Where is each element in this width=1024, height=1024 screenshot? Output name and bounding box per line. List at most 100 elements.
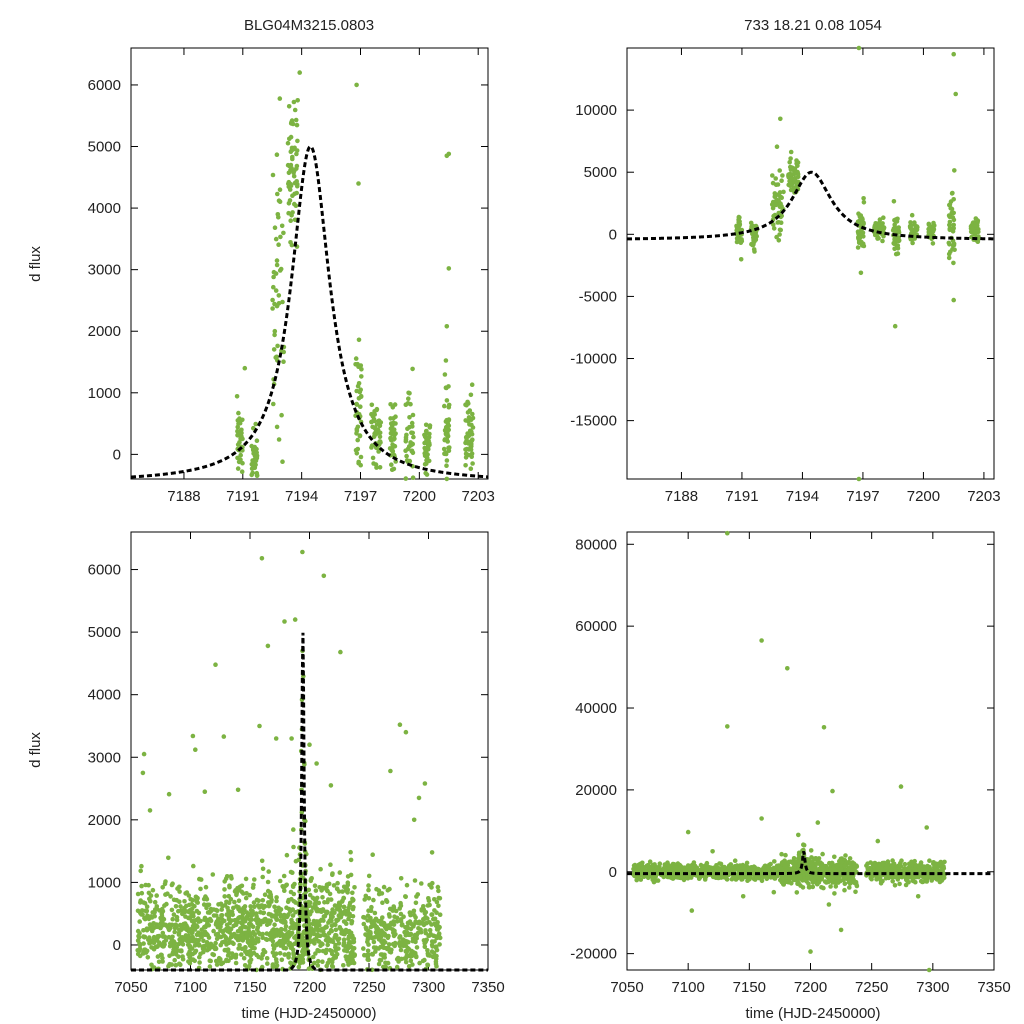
data-point — [359, 374, 364, 379]
data-point — [814, 861, 819, 866]
y-tick-label: 3000 — [88, 749, 121, 766]
data-point — [356, 460, 361, 466]
data-point — [352, 885, 357, 890]
data-point — [198, 886, 203, 892]
data-points — [630, 530, 947, 973]
data-point — [408, 912, 413, 918]
data-point — [371, 939, 377, 945]
data-point — [187, 949, 192, 954]
data-point — [239, 930, 244, 935]
data-point — [224, 942, 229, 947]
data-point — [892, 226, 898, 232]
data-point — [435, 884, 441, 890]
data-point — [286, 170, 292, 176]
data-point — [352, 952, 358, 957]
data-point — [284, 852, 290, 858]
data-point — [914, 224, 919, 229]
data-point — [372, 910, 378, 916]
data-point — [819, 861, 825, 866]
data-point — [272, 904, 277, 910]
data-point — [444, 398, 450, 403]
data-point — [437, 912, 443, 917]
data-point — [370, 852, 376, 857]
data-point — [949, 191, 955, 196]
y-tick-label: 5000 — [88, 624, 121, 641]
data-point — [274, 152, 280, 157]
data-point — [281, 359, 286, 365]
data-point — [266, 869, 272, 874]
data-point — [413, 900, 419, 906]
data-point — [392, 914, 397, 919]
data-point — [274, 258, 280, 263]
data-point — [912, 227, 918, 233]
data-point — [288, 925, 293, 931]
data-point — [780, 173, 785, 178]
data-point — [164, 901, 169, 907]
data-point — [279, 957, 285, 963]
x-tick-label: 7200 — [794, 979, 827, 996]
data-point — [177, 937, 182, 942]
data-point — [170, 934, 175, 940]
data-point — [170, 881, 175, 886]
data-point — [856, 236, 861, 241]
data-point — [391, 904, 397, 909]
data-point — [403, 925, 408, 930]
data-point — [831, 866, 836, 872]
data-point — [294, 190, 300, 196]
data-point — [265, 643, 271, 649]
x-tick-label: 7194 — [285, 488, 318, 505]
data-point — [289, 148, 295, 153]
data-point — [273, 957, 279, 962]
data-point — [244, 936, 250, 941]
data-point — [225, 928, 231, 934]
data-point — [315, 958, 321, 964]
data-point — [325, 938, 331, 944]
data-point — [230, 912, 235, 918]
data-point — [139, 912, 144, 917]
data-point — [331, 883, 337, 888]
data-point — [404, 882, 410, 888]
data-point — [338, 649, 343, 655]
data-point — [347, 914, 352, 919]
data-point — [277, 187, 283, 192]
data-point — [651, 879, 657, 885]
data-point — [374, 886, 379, 892]
data-point — [419, 881, 424, 886]
data-point — [319, 926, 325, 932]
data-point — [270, 930, 276, 935]
data-point — [313, 888, 319, 893]
data-point — [631, 863, 637, 868]
data-point — [808, 848, 814, 853]
data-point — [915, 894, 921, 899]
data-point — [247, 922, 253, 928]
data-point — [444, 463, 449, 469]
data-point — [361, 914, 366, 920]
data-point — [264, 922, 270, 927]
data-point — [403, 402, 409, 408]
data-point — [403, 729, 409, 735]
data-point — [345, 880, 351, 885]
data-point — [135, 938, 141, 943]
data-point — [224, 922, 230, 928]
data-point — [256, 930, 261, 935]
data-point — [273, 736, 279, 741]
data-point — [433, 945, 439, 951]
data-point — [444, 437, 450, 442]
data-point — [337, 870, 343, 875]
data-point — [807, 885, 812, 890]
data-point — [377, 439, 382, 444]
data-point — [280, 884, 286, 889]
data-point — [315, 932, 320, 937]
data-point — [274, 262, 280, 268]
data-point — [201, 902, 207, 907]
data-point — [466, 433, 472, 439]
data-point — [210, 872, 216, 877]
x-tick-label: 7200 — [293, 979, 326, 996]
data-point — [446, 427, 452, 433]
data-point — [328, 862, 333, 867]
data-point — [645, 875, 651, 881]
data-point — [396, 941, 402, 946]
data-point — [464, 402, 469, 408]
data-point — [314, 919, 320, 924]
data-point — [469, 438, 475, 444]
